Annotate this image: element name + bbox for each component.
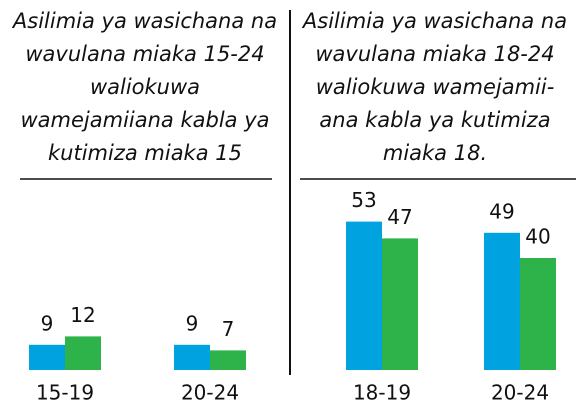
value-label: 49 <box>489 199 514 223</box>
bar <box>65 336 101 370</box>
bar <box>346 221 382 370</box>
x-tick-label: 20-24 <box>181 381 239 405</box>
value-label: 12 <box>70 303 95 327</box>
x-tick-label: 20-24 <box>491 381 549 405</box>
panel-title-line: kutimiza miaka 15 <box>48 141 242 165</box>
x-tick-label: 18-19 <box>353 381 411 405</box>
value-label: 9 <box>41 311 54 335</box>
panel-title-line: Asilimia ya wasichana na <box>11 9 277 33</box>
panel-title-line: ana kabla ya kutimiza <box>319 108 550 132</box>
panel-title-line: miaka 18. <box>383 141 487 165</box>
bar <box>29 344 65 370</box>
bar <box>520 258 556 370</box>
panel-title-line: waliokuwa <box>90 75 200 99</box>
panel-title-line: Asilimia ya wasichana na <box>301 9 567 33</box>
value-label: 53 <box>351 188 376 212</box>
value-label: 40 <box>525 225 550 249</box>
value-label: 9 <box>186 311 199 335</box>
x-tick-label: 15-19 <box>36 381 94 405</box>
value-label: 7 <box>222 317 235 341</box>
panel-title-line: wamejamiiana kabla ya <box>20 108 269 132</box>
bar <box>210 350 246 370</box>
bar <box>484 232 520 370</box>
bar <box>382 238 418 370</box>
value-label: 47 <box>387 205 412 229</box>
panel-title-line: waliokuwa wamejamii- <box>316 75 555 99</box>
bar <box>174 344 210 370</box>
panel-title-line: wavulana miaka 15-24 <box>25 42 264 66</box>
panel-title-line: wavulana miaka 18-24 <box>315 42 554 66</box>
